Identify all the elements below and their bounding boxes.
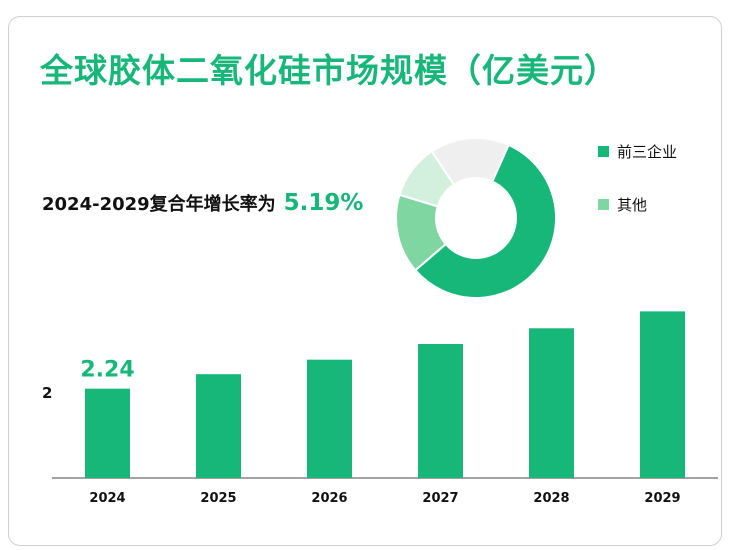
x-tick-label: 2026 xyxy=(311,491,347,506)
bar-2027 xyxy=(418,343,463,478)
donut-slice-3 xyxy=(430,137,510,187)
x-tick-label: 2028 xyxy=(533,491,569,506)
legend-item-other: 其他 xyxy=(598,194,647,215)
x-tick-label: 2025 xyxy=(200,491,236,506)
x-tick-label: 2024 xyxy=(89,491,125,506)
legend-item-top3: 前三企业 xyxy=(598,141,677,162)
bar-2024 xyxy=(85,388,130,478)
x-tick-label: 2029 xyxy=(644,491,680,506)
cagr-label: 2024-2029复合年增长率为 xyxy=(42,194,276,215)
x-tick-label: 2027 xyxy=(422,491,458,506)
y-tick-label: 2 xyxy=(42,384,52,402)
legend-swatch-top3 xyxy=(598,146,609,157)
bar-2028 xyxy=(529,328,574,478)
bar-2026 xyxy=(307,359,352,478)
cagr-value: 5.19% xyxy=(283,190,364,216)
bar-2029 xyxy=(640,311,685,478)
data-label: 2.24 xyxy=(80,358,134,383)
cagr-callout: 2024-2029复合年增长率为 5.19% xyxy=(42,190,363,216)
legend-label-other: 其他 xyxy=(617,196,648,214)
donut-slice-0 xyxy=(413,143,557,299)
legend-swatch-other xyxy=(598,199,609,210)
legend-label-top3: 前三企业 xyxy=(617,143,678,161)
bar-2025 xyxy=(196,374,241,478)
chart-title: 全球胶体二氧化硅市场规模（亿美元） xyxy=(40,51,618,90)
